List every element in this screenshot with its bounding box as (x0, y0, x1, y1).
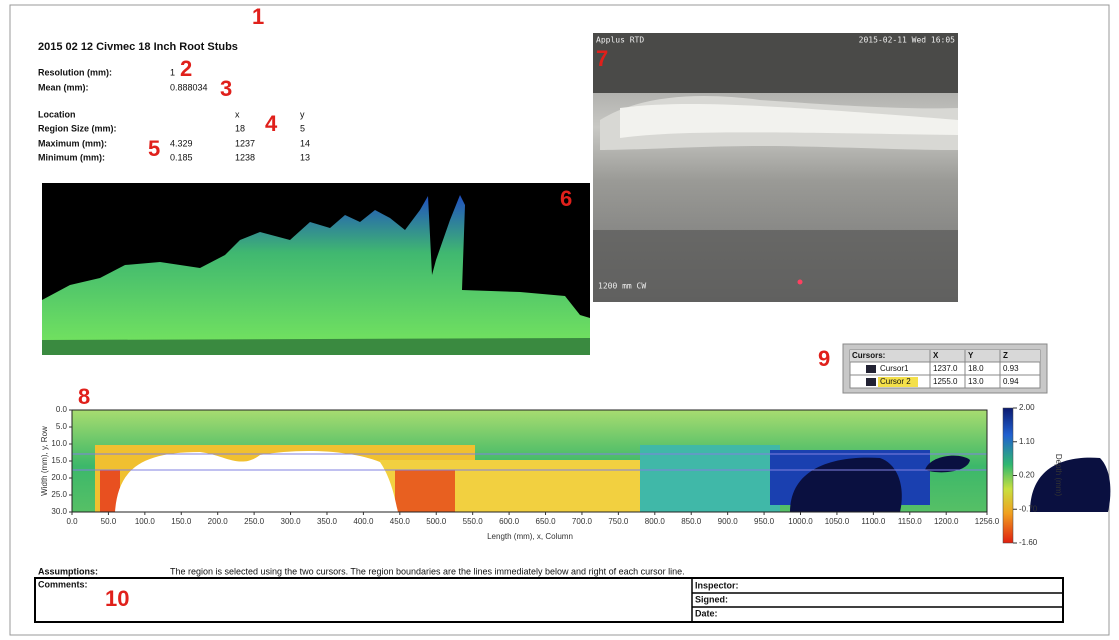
y-tick-label: 0.0 (56, 405, 68, 414)
report-title: 2015 02 12 Civmec 18 Inch Root Stubs (38, 41, 238, 53)
y-tick-label: 15.0 (51, 456, 67, 465)
x-tick-label: 400.0 (353, 517, 374, 526)
annotation-marker: 10 (105, 586, 129, 611)
annotation-marker: 3 (220, 76, 232, 101)
value: 0.888034 (170, 82, 208, 92)
cursor-cell: 0.93 (1003, 364, 1019, 373)
annotation-marker: 5 (148, 136, 160, 161)
label: Location (38, 109, 76, 119)
cursor-header: Cursors: (852, 351, 885, 360)
annotation-marker: 2 (180, 56, 192, 81)
x-tick-label: 900.0 (718, 517, 739, 526)
x-tick-label: 1150.0 (898, 517, 922, 526)
colorbar-label: Depth (mm) (1054, 454, 1063, 497)
label: Assumptions: (38, 566, 98, 576)
x-tick-label: 0.0 (66, 517, 78, 526)
cursor-cell: 0.94 (1003, 377, 1019, 386)
heatmap-image (71, 407, 1111, 544)
comments-box (34, 577, 1064, 623)
x-tick-label: 850.0 (681, 517, 702, 526)
label: Minimum (mm): (38, 152, 105, 162)
colorbar-tick-label: 1.10 (1019, 437, 1035, 446)
y-axis-label: Width (mm), y, Row (40, 426, 49, 496)
cursor-cell: 1237.0 (933, 364, 958, 373)
label: Inspector: (695, 580, 739, 590)
cursor-cell: 13.0 (968, 377, 984, 386)
camera-overlay: 2015-02-11 Wed 16:05 (859, 36, 956, 45)
colorbar-tick-label: -1.60 (1019, 538, 1038, 547)
x-tick-label: 1000.0 (788, 517, 813, 526)
cursor-cell: Cursor1 (880, 364, 909, 373)
assumptions-text: The region is selected using the two cur… (170, 566, 685, 576)
value: y (300, 109, 305, 119)
x-tick-label: 550.0 (463, 517, 484, 526)
value: 1237 (235, 138, 255, 148)
annotation-marker: 1 (252, 4, 264, 29)
annotation-marker: 7 (596, 46, 608, 71)
x-tick-label: 350.0 (317, 517, 338, 526)
colorbar-tick-label: 2.00 (1019, 403, 1035, 412)
x-tick-label: 500.0 (426, 517, 447, 526)
x-tick-label: 150.0 (171, 517, 192, 526)
camera-photo: Applus RTD 2015-02-11 Wed 16:05 1200 mm … (593, 33, 958, 302)
cursor-header: X (933, 351, 939, 360)
camera-overlay: Applus RTD (596, 36, 644, 45)
value: 1 (170, 67, 175, 77)
x-tick-label: 1050.0 (825, 517, 850, 526)
colorbar-tick-label: -0.70 (1019, 504, 1038, 513)
label: Resolution (mm): (38, 67, 112, 77)
x-tick-label: 950.0 (754, 517, 775, 526)
cursor-header: Y (968, 351, 974, 360)
x-tick-label: 1200.0 (934, 517, 959, 526)
x-tick-label: 1100.0 (861, 517, 885, 526)
x-tick-label: 450.0 (390, 517, 411, 526)
label: Date: (695, 608, 718, 618)
y-tick-label: 25.0 (51, 490, 67, 499)
x-tick-label: 750.0 (608, 517, 629, 526)
annotation-marker: 9 (818, 346, 830, 371)
label: Maximum (mm): (38, 138, 107, 148)
label: Region Size (mm): (38, 123, 117, 133)
page-border (9, 4, 1110, 636)
value: 4.329 (170, 138, 193, 148)
y-tick-label: 30.0 (51, 507, 67, 516)
value: 1238 (235, 152, 255, 162)
x-tick-label: 700.0 (572, 517, 593, 526)
surface-3d-image (42, 183, 590, 355)
x-tick-label: 100.0 (135, 517, 156, 526)
value: 14 (300, 138, 310, 148)
x-tick-label: 1256.0 (975, 517, 1000, 526)
value: 18 (235, 123, 245, 133)
x-tick-label: 200.0 (208, 517, 229, 526)
label: Signed: (695, 594, 728, 604)
x-tick-label: 650.0 (536, 517, 557, 526)
value: 13 (300, 152, 310, 162)
x-tick-label: 50.0 (101, 517, 117, 526)
cursor-header: Z (1003, 351, 1008, 360)
camera-overlay: 1200 mm CW (598, 282, 646, 291)
label: Mean (mm): (38, 82, 89, 92)
x-tick-label: 600.0 (499, 517, 520, 526)
value: x (235, 109, 240, 119)
y-tick-label: 10.0 (51, 439, 67, 448)
annotation-marker: 4 (265, 111, 278, 136)
annotation-marker: 8 (78, 384, 90, 409)
y-tick-label: 5.0 (56, 422, 68, 431)
colorbar-tick-label: 0.20 (1019, 471, 1035, 480)
value: 5 (300, 123, 305, 133)
x-tick-label: 800.0 (645, 517, 666, 526)
x-tick-label: 300.0 (281, 517, 302, 526)
label: Comments: (38, 579, 88, 589)
cursor-cell: 18.0 (968, 364, 984, 373)
y-tick-label: 20.0 (51, 473, 67, 482)
x-axis-label: Length (mm), x, Column (487, 532, 573, 541)
cursor-cell: Cursor 2 (880, 377, 911, 386)
annotation-marker: 6 (560, 186, 572, 211)
x-tick-label: 250.0 (244, 517, 265, 526)
cursor-cell: 1255.0 (933, 377, 958, 386)
cursor-panel: Cursors: X Y Z Cursor1 1237.0 18.0 0.93 … (842, 343, 1048, 394)
value: 0.185 (170, 152, 193, 162)
